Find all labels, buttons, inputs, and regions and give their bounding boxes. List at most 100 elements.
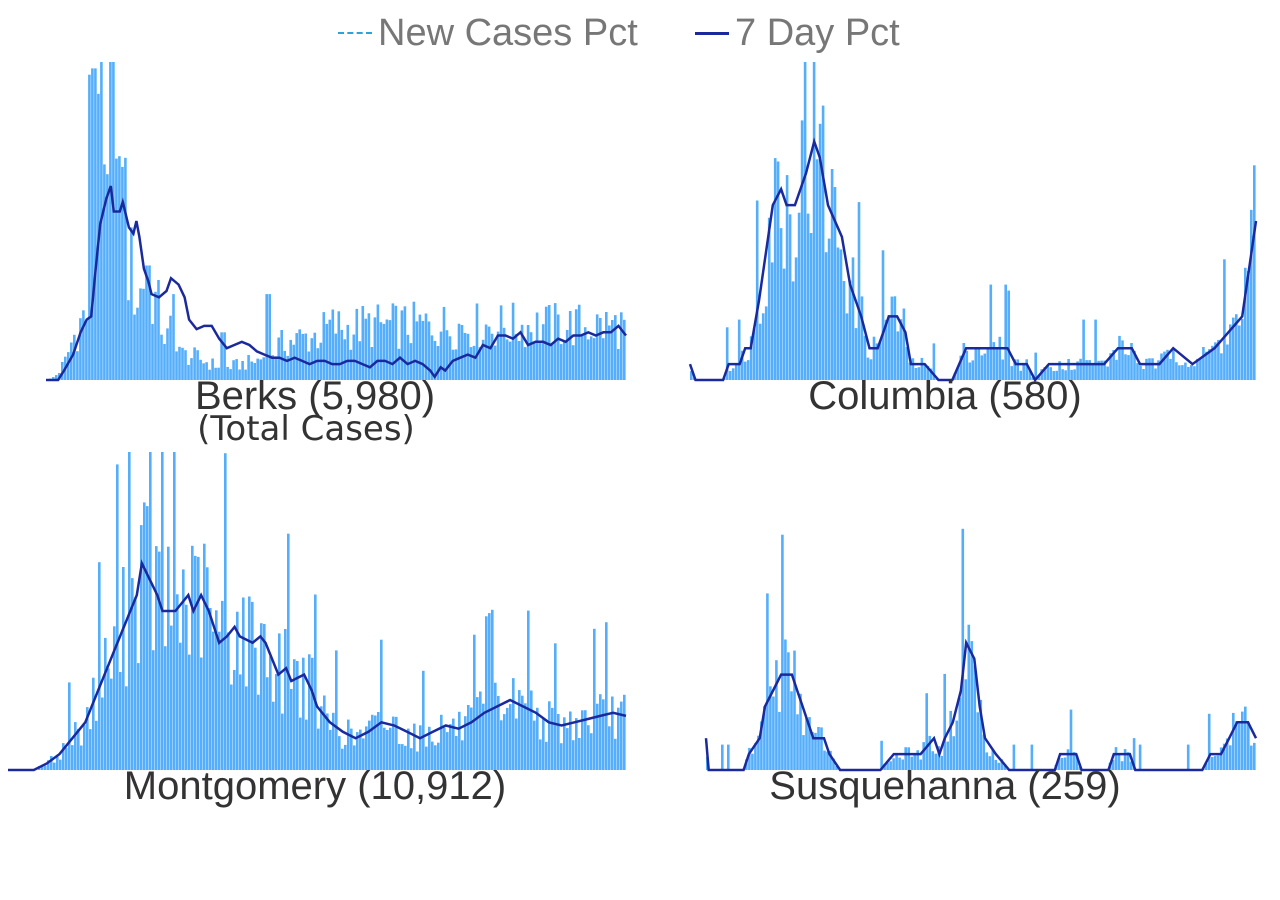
bar (271, 355, 274, 380)
bar (499, 305, 503, 380)
bar (457, 323, 461, 380)
bar (803, 62, 807, 380)
bar (872, 336, 876, 380)
bar (104, 637, 107, 770)
bar (158, 551, 161, 770)
bar (830, 169, 834, 380)
bar (1060, 758, 1064, 770)
bar (436, 346, 440, 380)
bar (599, 694, 602, 770)
bar (281, 713, 284, 770)
bar (445, 330, 449, 380)
bar (152, 650, 155, 770)
bar (559, 344, 563, 380)
bar (962, 343, 966, 380)
bar (350, 728, 353, 770)
bar (116, 464, 119, 770)
bar (1163, 351, 1166, 380)
bar (502, 327, 506, 380)
bar (547, 305, 551, 380)
bar (577, 304, 581, 380)
bar (776, 161, 780, 380)
bar (1226, 344, 1229, 380)
bar (430, 335, 434, 380)
bar (940, 755, 943, 770)
bar (475, 303, 479, 380)
bar (1121, 340, 1124, 380)
bar (751, 753, 754, 770)
bar (73, 334, 76, 380)
bar (134, 597, 137, 770)
bar (728, 371, 732, 380)
bar (1120, 761, 1124, 770)
bar (202, 363, 205, 380)
bar (530, 690, 533, 770)
bar (1145, 358, 1148, 380)
bar (512, 678, 515, 770)
bar (428, 726, 431, 770)
panel-title: Columbia (580) (808, 374, 1081, 418)
bar (1070, 369, 1073, 380)
bar (827, 238, 831, 380)
bar (1100, 360, 1103, 380)
bar (139, 288, 142, 380)
bar (386, 730, 389, 770)
bar (922, 742, 925, 770)
bar (274, 356, 277, 380)
bar (1223, 259, 1226, 380)
bar (119, 672, 122, 770)
bar (1123, 749, 1127, 770)
bar (248, 596, 251, 770)
bar (1040, 369, 1043, 380)
bar (1132, 738, 1136, 770)
bar (209, 608, 212, 770)
bar (1253, 165, 1256, 380)
bar (250, 361, 253, 380)
bar (107, 668, 110, 770)
bar (341, 748, 344, 770)
bar (302, 657, 305, 770)
panel-title: Susquehanna (259) (769, 764, 1120, 808)
bar (529, 332, 533, 380)
bar (923, 364, 927, 380)
bar (446, 732, 449, 770)
bar (557, 714, 560, 770)
legend-item-seven-day[interactable]: 7 Day Pct (695, 8, 900, 58)
seven-day-line (688, 137, 1258, 383)
bar (215, 610, 218, 770)
bar (92, 677, 95, 770)
bar (358, 341, 362, 380)
bar (752, 328, 756, 380)
bar (257, 694, 260, 770)
bar (112, 62, 115, 380)
bar (242, 597, 245, 770)
bar (895, 753, 898, 770)
bar (511, 302, 515, 380)
bar (377, 712, 380, 770)
bar (1133, 350, 1136, 380)
bar (880, 740, 883, 770)
bar (611, 320, 614, 380)
bar (893, 296, 897, 380)
bar (854, 328, 858, 380)
legend-item-new-cases[interactable]: New Cases Pct (338, 8, 638, 58)
bar (443, 727, 446, 770)
bar (536, 707, 539, 770)
bar (394, 305, 398, 380)
bar (335, 650, 338, 770)
bar (784, 639, 787, 770)
bar (1112, 350, 1115, 380)
bar (690, 371, 693, 380)
bar (761, 313, 765, 380)
bar (181, 347, 184, 380)
panel-susquehanna: Susquehanna (259) (704, 528, 1258, 808)
bar (1250, 745, 1253, 770)
bar (565, 330, 569, 380)
bar (346, 324, 350, 380)
bar (169, 315, 172, 380)
bar (1199, 358, 1202, 380)
bar (1114, 747, 1118, 770)
bar (1117, 753, 1121, 770)
bar (991, 748, 995, 770)
legend-label-new-cases: New Cases Pct (378, 11, 638, 54)
